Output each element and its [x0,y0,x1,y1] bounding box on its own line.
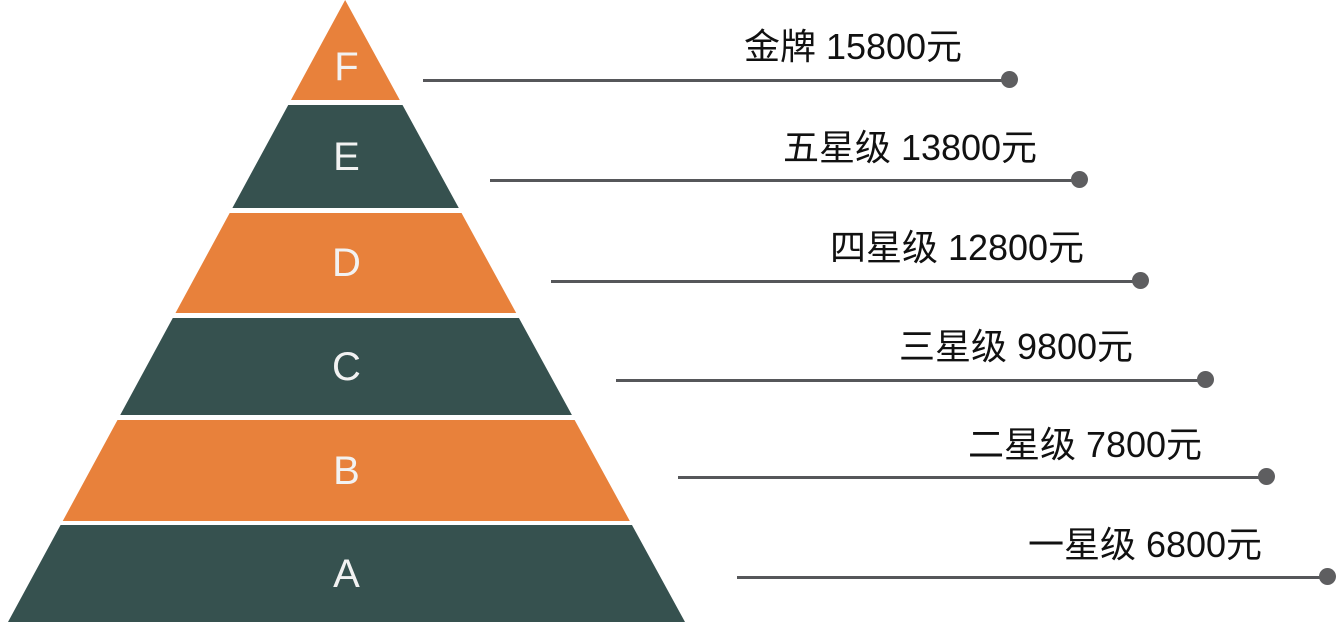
price-label-c: 三星级 9800元 [898,326,1134,367]
price-label-f: 金牌 15800元 [743,26,963,67]
tier-letter-a: A [333,551,360,596]
leader-line-c [616,379,1206,382]
pyramid-level-a: A [8,525,685,622]
endpoint-dot-icon [1197,371,1214,388]
pyramid-level-d: D [8,213,685,313]
pyramid: F E D C B A [8,0,685,622]
price-label-b: 二星级 7800元 [967,424,1203,465]
pyramid-level-c: C [8,318,685,415]
tier-letter-f: F [334,45,359,89]
leader-line-e [490,179,1080,182]
pyramid-level-b: B [8,420,685,521]
endpoint-dot-icon [1071,171,1088,188]
leader-line-b [678,476,1267,479]
endpoint-dot-icon [1132,272,1149,289]
endpoint-dot-icon [1319,568,1336,585]
tier-letter-b: B [333,448,360,493]
leader-line-a [737,576,1328,579]
tier-letter-e: E [333,134,360,179]
price-label-e: 五星级 13800元 [782,127,1038,168]
price-label-a: 一星级 6800元 [1027,524,1263,565]
endpoint-dot-icon [1001,71,1018,88]
pyramid-level-e: E [8,105,685,208]
tier-letter-d: D [332,241,361,285]
leader-line-d [551,280,1141,283]
endpoint-dot-icon [1258,468,1275,485]
pyramid-level-f: F [8,0,685,100]
price-label-d: 四星级 12800元 [829,227,1085,268]
leader-line-f [423,79,1010,82]
tier-letter-c: C [332,344,361,389]
